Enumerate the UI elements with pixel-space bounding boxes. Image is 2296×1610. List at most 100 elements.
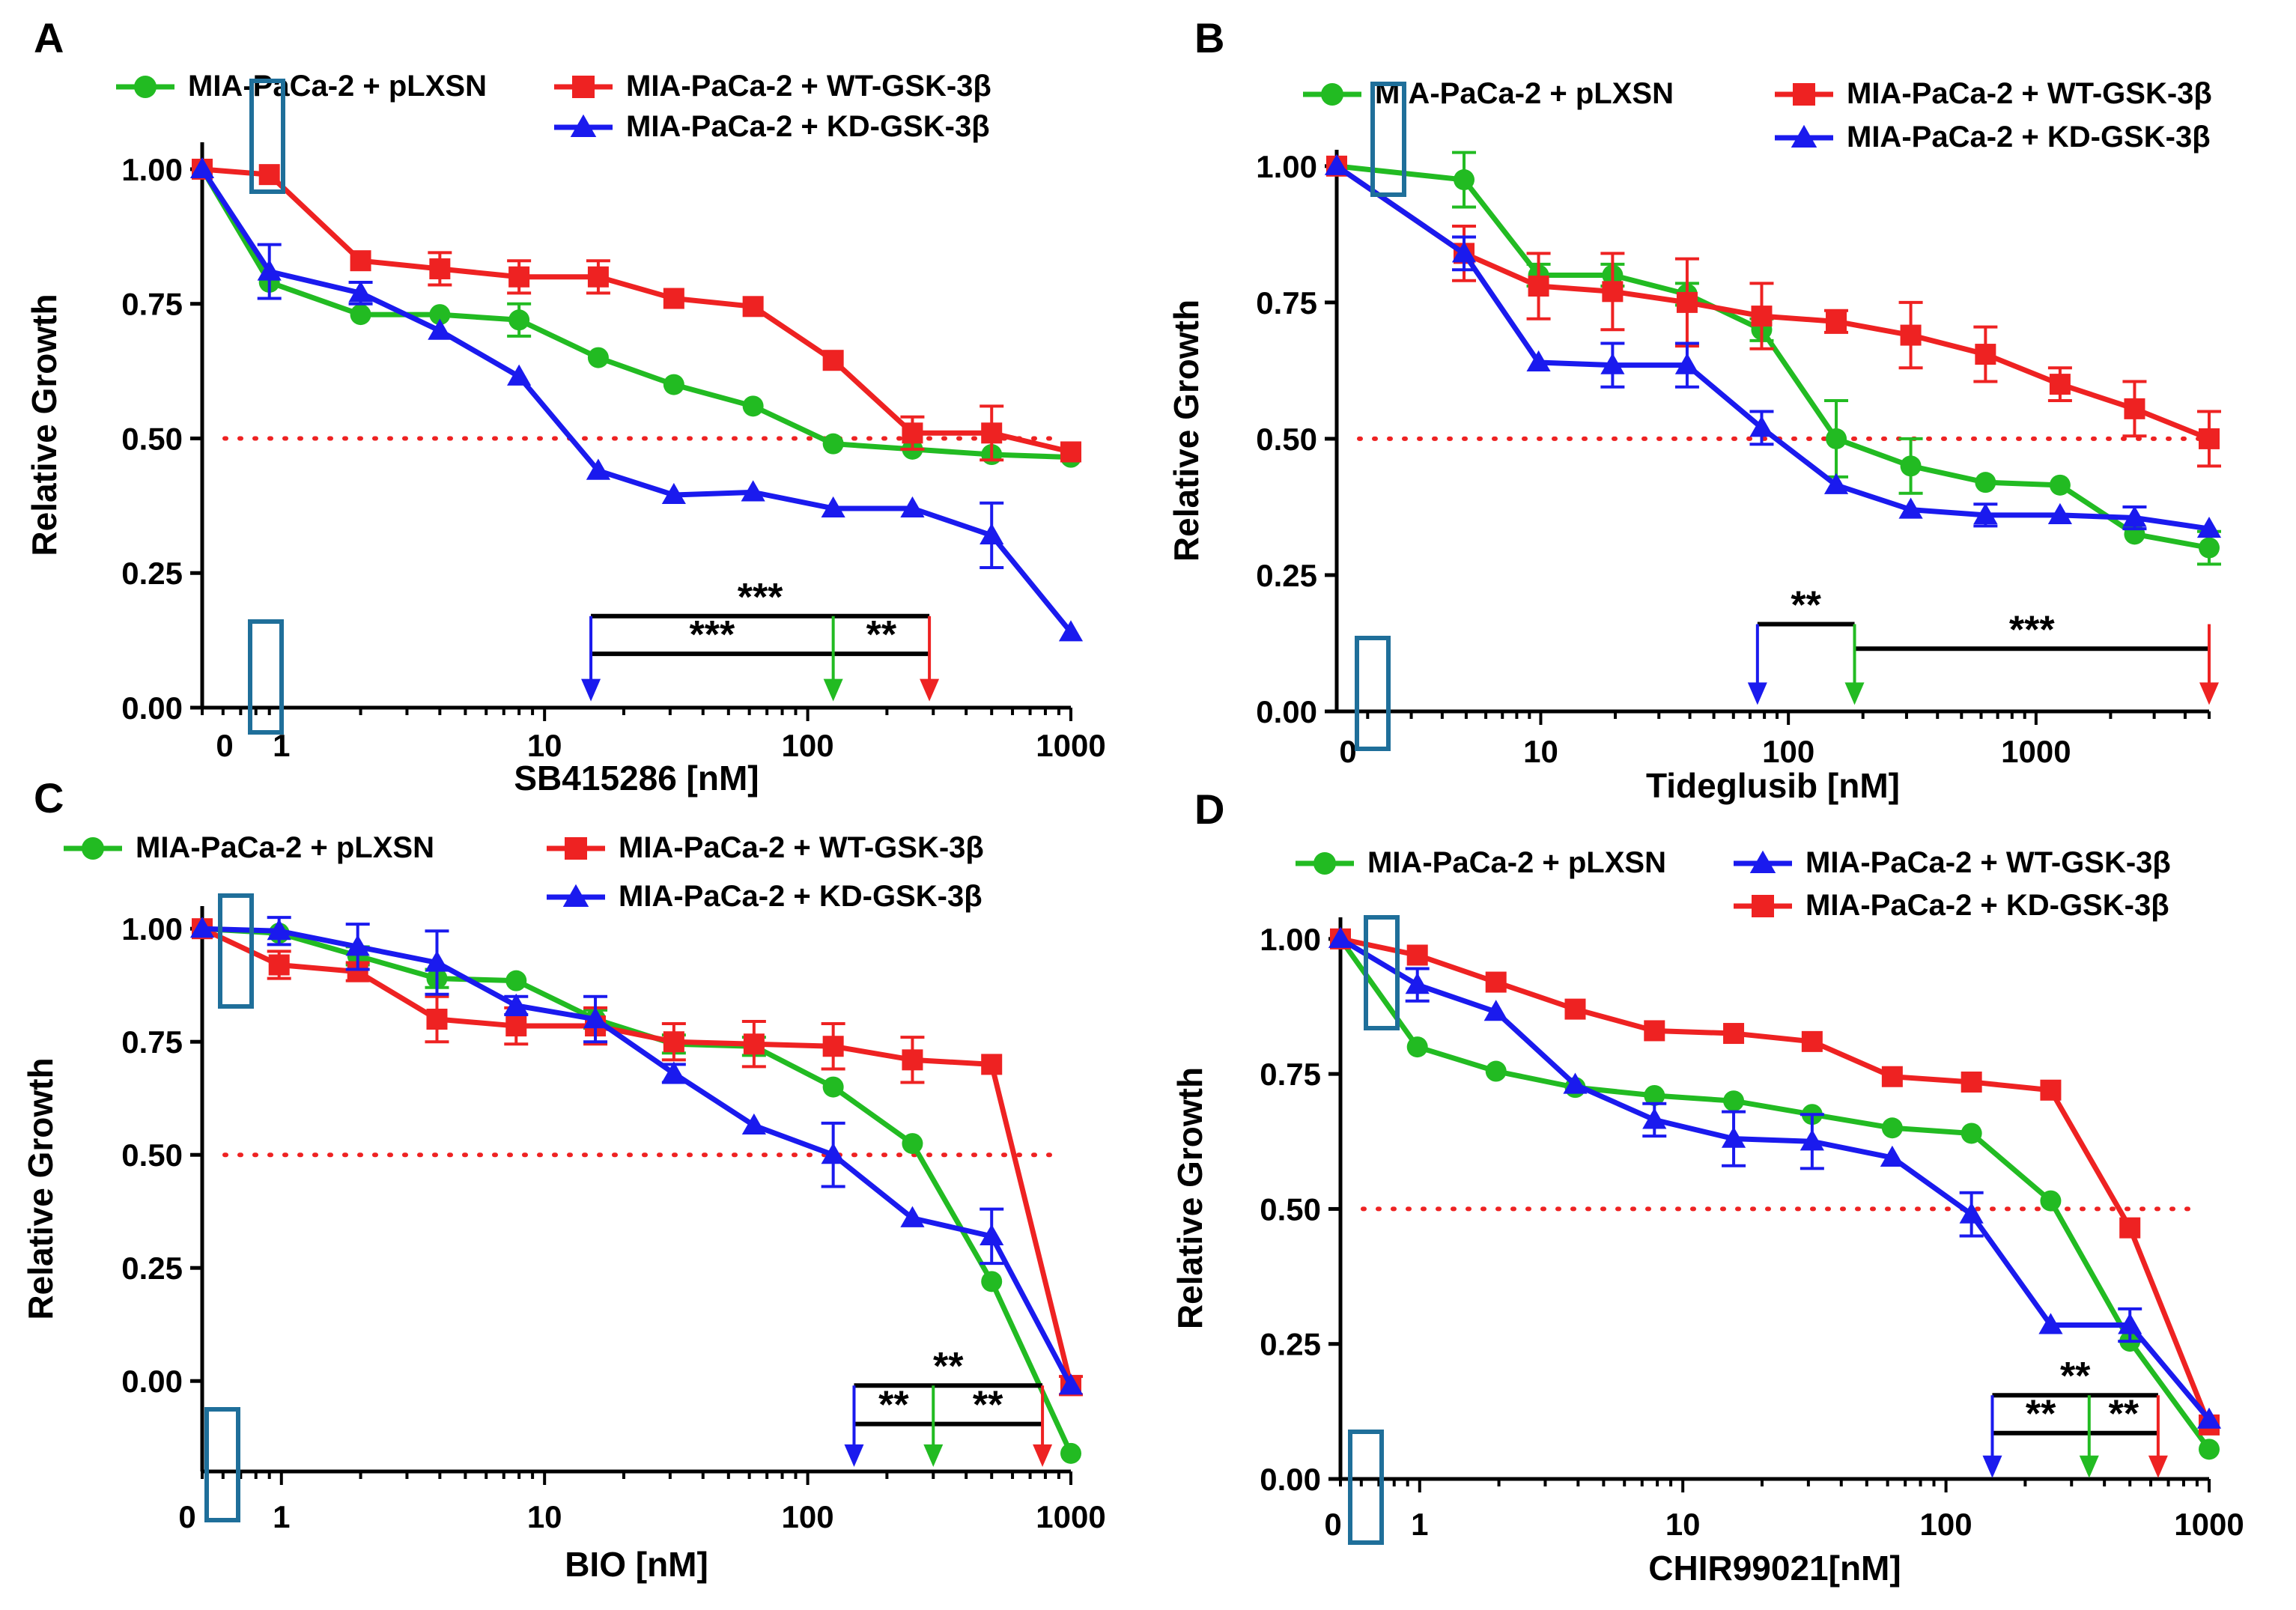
legend-label-b: MIA-PaCa-2 + pLXSN: [1375, 77, 1674, 110]
data-point-a-2: [1058, 620, 1084, 642]
data-point-b-0: [1975, 472, 1996, 493]
legend-entry-d-2: MIA-PaCa-2 + KD-GSK-3β: [1734, 889, 2169, 922]
data-point-d-0: [1644, 1084, 1665, 1106]
data-point-a-0: [663, 374, 684, 395]
ic50-arrow-a-1-head: [823, 678, 843, 702]
data-point-a-2: [257, 259, 282, 281]
x-tick-label-b: 1000: [2001, 734, 2071, 769]
data-point-a-0: [508, 309, 530, 331]
data-point-a-2: [428, 318, 452, 340]
legend-entry-c-0: MIA-PaCa-2 + pLXSN: [64, 831, 434, 864]
x-zero-label-c: 0: [178, 1499, 195, 1534]
y-tick-label-b: 0.50: [1256, 422, 1317, 457]
y-tick-label-d: 0.50: [1260, 1191, 1321, 1227]
x-tick-label-a: 1: [273, 728, 290, 763]
axis-gap-box-d-0: [1364, 915, 1400, 1030]
significance-label-a: ***: [689, 613, 735, 657]
data-point-c-1: [426, 1009, 448, 1030]
data-point-d-2: [1880, 1145, 1904, 1167]
significance-label-d: **: [2026, 1393, 2056, 1436]
x-tick-label-c: 10: [527, 1499, 562, 1534]
series-line-d-1: [1340, 936, 2212, 1427]
series-c-2: [189, 916, 1084, 1395]
significance-annotation-a: ****** **: [581, 576, 940, 702]
x-zero-label-d: 0: [1324, 1507, 1341, 1542]
x-tick-label-b: 10: [1523, 734, 1558, 769]
ic50-arrow-c-0-head: [844, 1444, 864, 1467]
significance-annotation-c: **** **: [844, 1345, 1053, 1467]
y-tick-label-c: 0.25: [121, 1251, 183, 1286]
data-point-c-0: [1060, 1442, 1081, 1464]
ic50-arrow-b-1: [1844, 624, 1865, 705]
ic50-arrow-b-0-head: [1747, 682, 1767, 705]
y-axis-title-d: Relative Growth: [1170, 1067, 1209, 1329]
data-point-b-1: [1975, 344, 1996, 365]
data-point-a-0: [429, 304, 451, 326]
data-point-a-2: [507, 364, 532, 386]
y-tick-label-b: 0.75: [1256, 285, 1317, 321]
data-point-a-1: [902, 422, 923, 444]
axis-gap-box-d-1: [1348, 1430, 1384, 1545]
data-point-d-1: [1485, 971, 1507, 993]
ic50-arrow-c-0: [844, 1385, 864, 1467]
y-tick-label-a: 1.00: [121, 152, 183, 187]
panel-c: C 0.00 0.25 0.50 0.75 1.00 1 10 100 1000 0 BIO [nM]…: [21, 774, 1106, 1584]
data-point-b-0: [1454, 169, 1475, 191]
y-tick-label-a: 0.75: [121, 287, 183, 322]
legend-label-d: MIA-PaCa-2 + WT-GSK-3β: [1805, 846, 2171, 879]
panel-letter-d: D: [1194, 786, 1224, 833]
data-point-a-2: [661, 482, 686, 505]
data-point-d-1: [2119, 1217, 2141, 1239]
data-point-c-2: [345, 935, 370, 956]
x-axis-title-c: BIO [nM]: [565, 1545, 708, 1584]
data-point-b-1: [2124, 398, 2145, 419]
data-point-a-1: [742, 296, 764, 318]
legend-swatch-marker-a: [134, 76, 157, 98]
data-point-b-1: [1751, 306, 1773, 327]
data-point-c-2: [980, 1224, 1004, 1245]
data-point-b-0: [2199, 537, 2220, 559]
data-point-c-2: [425, 950, 449, 972]
legend-label-a: MIA-PaCa-2 + WT-GSK-3β: [626, 70, 991, 103]
panel-letter-c: C: [34, 774, 64, 821]
legend-label-d: MIA-PaCa-2 + pLXSN: [1367, 846, 1666, 879]
data-point-c-2: [661, 1061, 686, 1083]
ic50-arrow-a-2-head: [920, 678, 940, 702]
data-point-a-0: [587, 347, 609, 368]
panel-a: A 0.00 0.25 0.50 0.75 1.00 1 10 100 1000 0 SB415286…: [25, 14, 1106, 798]
significance-label-d: **: [2109, 1393, 2139, 1436]
data-point-b-2: [2122, 505, 2147, 527]
data-point-a-1: [1060, 441, 1081, 463]
legend-entry-d-1: MIA-PaCa-2 + WT-GSK-3β: [1734, 846, 2171, 879]
data-point-c-1: [268, 954, 290, 976]
ic50-arrow-b-2: [2199, 624, 2219, 705]
data-point-d-2: [1642, 1108, 1667, 1129]
y-axis-title-a: Relative Growth: [25, 294, 64, 556]
x-tick-label-d: 10: [1665, 1507, 1701, 1542]
significance-label-b: ***: [2009, 608, 2055, 651]
legend-entry-b-1: MIA-PaCa-2 + WT-GSK-3β: [1775, 77, 2212, 110]
data-point-b-1: [1602, 281, 1624, 303]
x-axis-title-b: Tideglusib [nM]: [1646, 766, 1900, 805]
panel-letter-a: A: [34, 14, 64, 61]
data-point-b-1: [1528, 276, 1549, 297]
data-point-a-2: [980, 523, 1004, 544]
x-tick-label-c: 1000: [1036, 1499, 1105, 1534]
data-point-d-1: [1564, 998, 1586, 1020]
data-point-a-0: [742, 395, 764, 417]
data-point-d-2: [1328, 926, 1353, 948]
data-point-a-2: [821, 496, 845, 518]
series-line-b-1: [1335, 163, 2211, 442]
data-point-d-1: [1406, 944, 1428, 966]
data-point-d-1: [1961, 1071, 1982, 1093]
x-tick-label-d: 1: [1411, 1507, 1428, 1542]
data-point-b-0: [1900, 455, 1922, 477]
x-tick-label-c: 100: [782, 1499, 834, 1534]
data-point-b-2: [1600, 353, 1625, 374]
data-point-c-0: [902, 1133, 923, 1155]
legend-entry-c-2: MIA-PaCa-2 + KD-GSK-3β: [547, 880, 983, 913]
data-point-d-1: [1881, 1066, 1903, 1087]
axis-gap-box-b-0: [1370, 82, 1406, 197]
axis-gap-box-a-1: [248, 619, 284, 735]
data-point-b-2: [1973, 502, 1998, 524]
